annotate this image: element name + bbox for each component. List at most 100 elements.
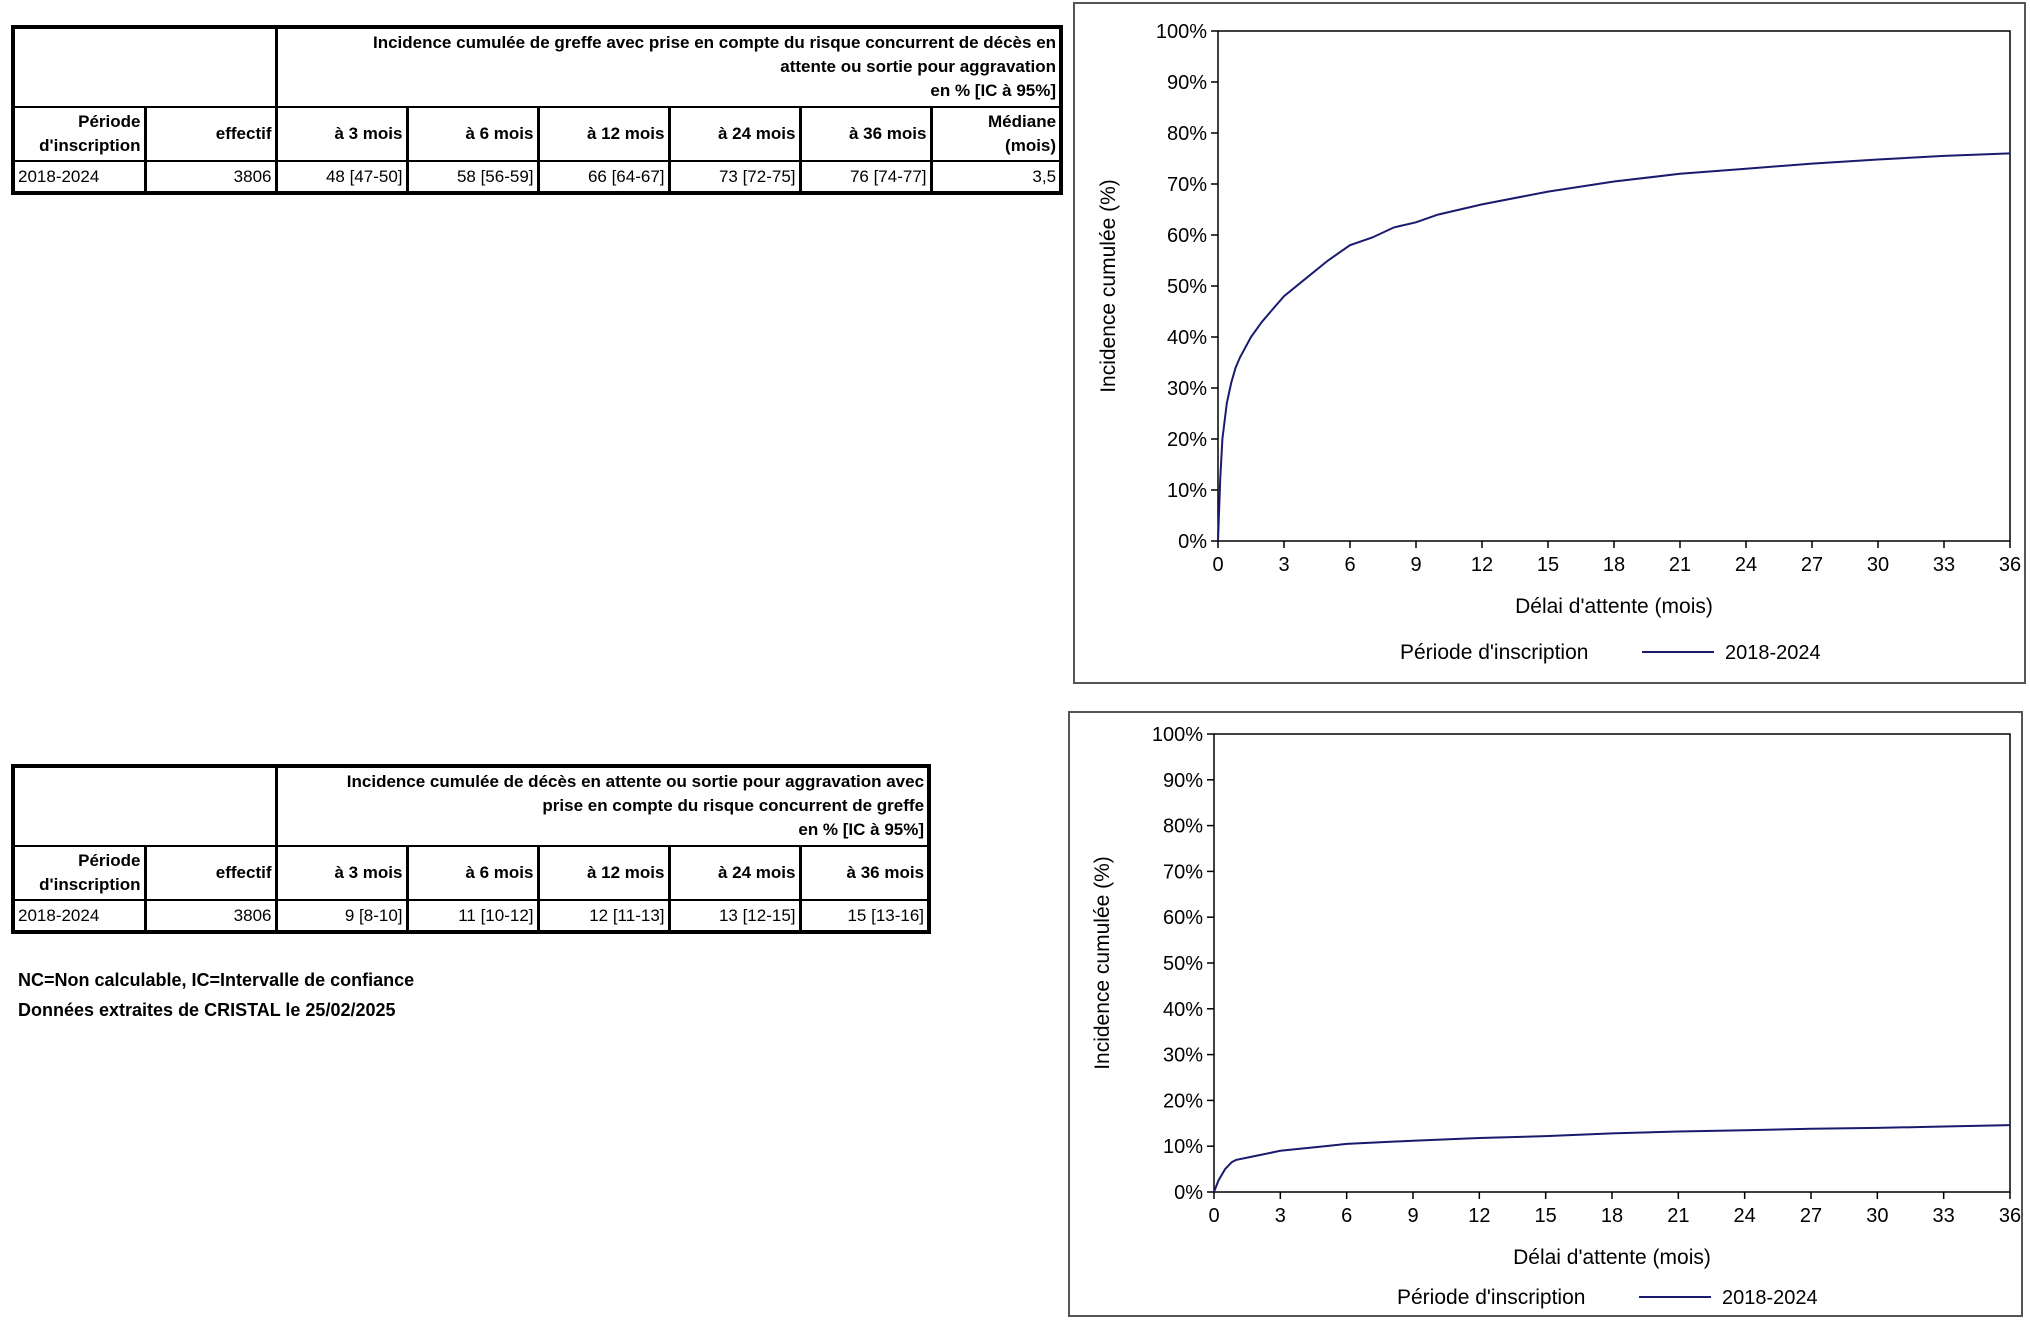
- x-tick-label: 21: [1667, 1205, 1689, 1227]
- table-cell: 66 [64-67]: [536, 160, 671, 194]
- y-tick-label: 100%: [1156, 21, 1207, 43]
- x-tick-label: 15: [1535, 1205, 1557, 1227]
- column-header: à 12 mois: [536, 845, 671, 901]
- x-tick-label: 27: [1800, 1205, 1822, 1227]
- table-header-row: Période d'inscription effectif à 3 mois …: [11, 106, 1063, 162]
- series-line: [1213, 1124, 2011, 1193]
- column-header: à 6 mois: [405, 106, 540, 162]
- x-tick-label: 12: [1471, 554, 1493, 576]
- table-title-line: en % [IC à 95%]: [798, 820, 925, 839]
- table-cell: 3806: [143, 160, 278, 194]
- column-header: Médiane (mois): [929, 106, 1063, 162]
- table-cell: 48 [47-50]: [274, 160, 409, 194]
- series-line: [1217, 152, 2011, 542]
- x-tick-label: 9: [1410, 554, 1421, 576]
- table-cell: 76 [74-77]: [798, 160, 933, 194]
- table-cell: 3806: [143, 899, 278, 933]
- x-tick-label: 3: [1275, 1205, 1286, 1227]
- table-title: Incidence cumulée de décès en attente ou…: [274, 765, 931, 847]
- x-tick-label: 6: [1341, 1205, 1352, 1227]
- footnote: Données extraites de CRISTAL le 25/02/20…: [18, 1000, 396, 1020]
- x-axis-label: Délai d'attente (mois): [1515, 595, 1713, 618]
- x-tick-label: 0: [1208, 1205, 1219, 1227]
- x-axis-label: Délai d'attente (mois): [1513, 1246, 1711, 1269]
- table-cell: 13 [12-15]: [667, 899, 802, 933]
- y-tick-label: 80%: [1167, 123, 1207, 145]
- y-tick-label: 0%: [1178, 531, 1207, 553]
- x-tick-label: 3: [1278, 554, 1289, 576]
- plot-area: [1217, 30, 2011, 542]
- x-tick-label: 12: [1468, 1205, 1490, 1227]
- x-tick-label: 6: [1344, 554, 1355, 576]
- legend-title: Période d'inscription: [1400, 641, 1588, 664]
- y-tick-label: 20%: [1163, 1090, 1203, 1112]
- y-tick-label: 0%: [1174, 1182, 1203, 1204]
- death-incidence-chart: 0% 10% 20% 30% 40% 50% 60% 70% 80% 90% 100% 0 3 6 9 12 1…: [1068, 711, 2023, 1317]
- x-tick-label: 33: [1933, 1205, 1955, 1227]
- table-cell: 73 [72-75]: [667, 160, 802, 194]
- x-tick-label: 18: [1601, 1205, 1623, 1227]
- x-tick-label: 0: [1212, 554, 1223, 576]
- x-tick-label: 36: [1999, 554, 2021, 576]
- table-corner-cell: [11, 765, 278, 847]
- y-tick-label: 10%: [1163, 1136, 1203, 1158]
- column-header: à 6 mois: [405, 845, 540, 901]
- x-tick-label: 36: [1999, 1205, 2021, 1227]
- table-title-line: Incidence cumulée de décès en attente ou…: [346, 772, 925, 791]
- column-header: effectif: [143, 106, 278, 162]
- table-title-line: attente ou sortie pour aggravation: [780, 57, 1057, 76]
- column-header: effectif: [143, 845, 278, 901]
- x-tick-label: 27: [1801, 554, 1823, 576]
- footnotes: NC=Non calculable, IC=Intervalle de conf…: [18, 965, 414, 1025]
- column-header: à 36 mois: [798, 845, 931, 901]
- table-cell: 58 [56-59]: [405, 160, 540, 194]
- legend-series-label: 2018-2024: [1725, 642, 1821, 664]
- plot-area: [1213, 733, 2011, 1193]
- legend-title: Période d'inscription: [1397, 1286, 1585, 1309]
- table-title-line: Incidence cumulée de greffe avec prise e…: [372, 33, 1057, 52]
- table-row: 2018-2024 3806 48 [47-50] 58 [56-59] 66 …: [11, 160, 1063, 194]
- graft-incidence-table: Incidence cumulée de greffe avec prise e…: [11, 25, 1064, 195]
- x-tick-label: 21: [1669, 554, 1691, 576]
- chart-svg: 0%10%20%30%40%50%60%70%80%90%100%0 3 6 9 12 1…: [1091, 724, 2021, 1309]
- y-tick-label: 60%: [1163, 907, 1203, 929]
- death-incidence-table: Incidence cumulée de décès en attente ou…: [11, 764, 932, 934]
- x-tick-label: 30: [1866, 1205, 1888, 1227]
- y-tick-label: 70%: [1167, 174, 1207, 196]
- column-header: à 3 mois: [274, 845, 409, 901]
- y-tick-label: 80%: [1163, 816, 1203, 838]
- y-tick-label: 100%: [1152, 724, 1203, 746]
- table-cell: 15 [13-16]: [798, 899, 931, 933]
- x-tick-label: 18: [1603, 554, 1625, 576]
- x-tick-label: 30: [1867, 554, 1889, 576]
- x-tick-label: 24: [1734, 1205, 1756, 1227]
- column-header: à 3 mois: [274, 106, 409, 162]
- y-tick-label: 70%: [1163, 861, 1203, 883]
- table-cell: 11 [10-12]: [405, 899, 540, 933]
- x-tick-label: 15: [1537, 554, 1559, 576]
- column-header: Période d'inscription: [11, 106, 147, 162]
- column-header: à 36 mois: [798, 106, 933, 162]
- column-header: à 24 mois: [667, 845, 802, 901]
- y-tick-label: 40%: [1163, 999, 1203, 1021]
- legend-series-label: 2018-2024: [1722, 1287, 1818, 1309]
- y-tick-label: 30%: [1163, 1045, 1203, 1067]
- column-header: Période d'inscription: [11, 845, 147, 901]
- table-title-line: prise en compte du risque concurrent de …: [542, 796, 925, 815]
- table-title-line: en % [IC à 95%]: [930, 81, 1057, 100]
- footnote: NC=Non calculable, IC=Intervalle de conf…: [18, 970, 415, 990]
- table-header-row: Période d'inscription effectif à 3 mois …: [11, 845, 931, 901]
- table-cell: 12 [11-13]: [536, 899, 671, 933]
- table-corner-cell: [11, 26, 278, 108]
- table-title: Incidence cumulée de greffe avec prise e…: [274, 26, 1063, 108]
- y-tick-label: 40%: [1167, 327, 1207, 349]
- x-tick-label: 33: [1933, 554, 1955, 576]
- chart-svg: 0%10%20%30%40%50%60%70%80%90%100%0 3 6 9 12 1…: [1097, 21, 2021, 664]
- table-cell: 9 [8-10]: [274, 899, 409, 933]
- y-tick-label: 90%: [1163, 770, 1203, 792]
- graft-incidence-chart: 0% 10% 20% 30% 40% 50% 60% 70% 80% 90% 100% 0 3 6 9 12 1…: [1073, 2, 2026, 684]
- table-cell: 2018-2024: [11, 899, 147, 933]
- y-tick-label: 10%: [1167, 480, 1207, 502]
- y-tick-label: 50%: [1167, 276, 1207, 298]
- column-header: à 24 mois: [667, 106, 802, 162]
